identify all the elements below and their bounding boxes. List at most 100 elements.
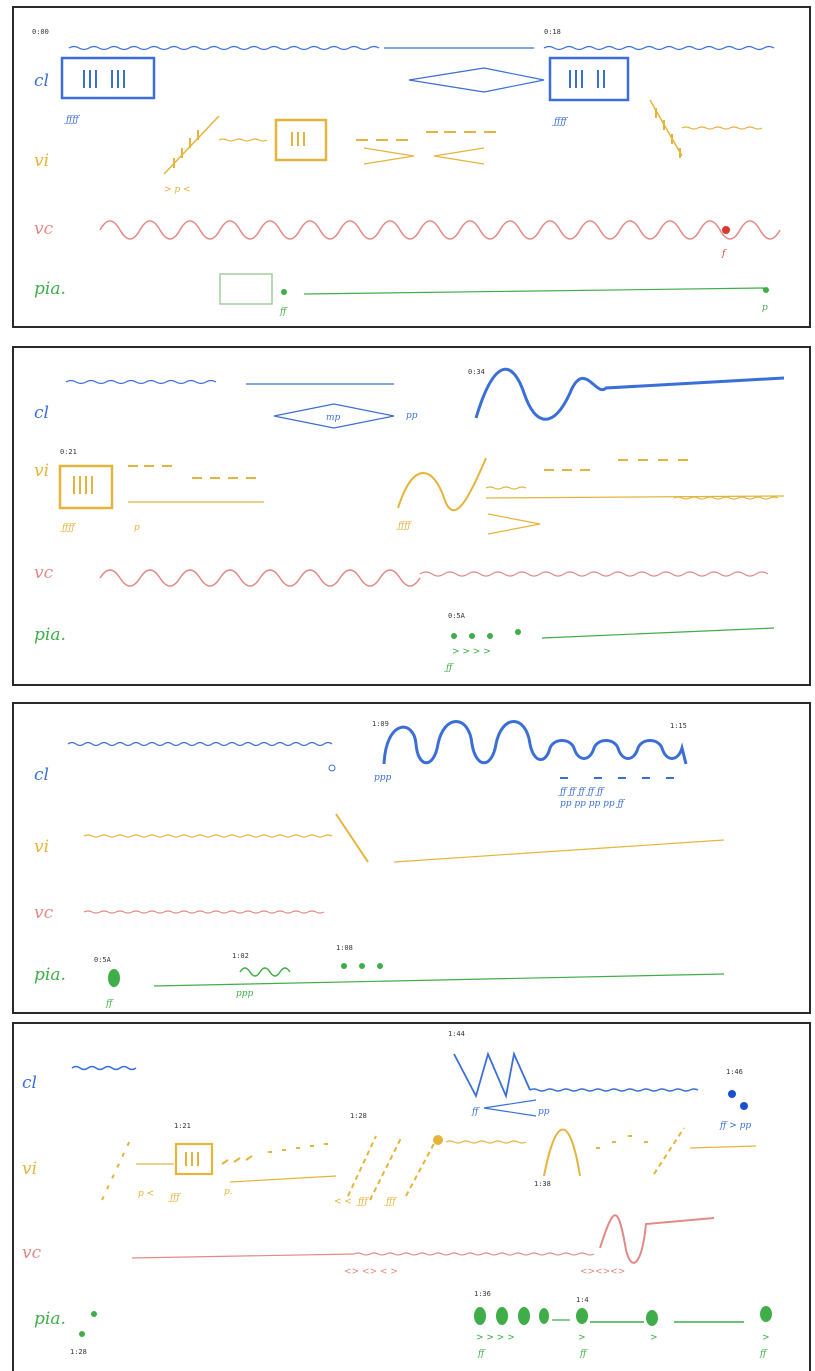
panel-2-drawing: cl vi vc pia. 0:34 0:21 0:5A mp pp ƒƒƒƒ … bbox=[34, 367, 785, 673]
vi-gliss bbox=[653, 1127, 685, 1175]
vc-note bbox=[722, 226, 730, 234]
vi-dynamic: < < bbox=[334, 1197, 352, 1207]
vi-gliss bbox=[347, 1135, 403, 1201]
vi-dashes bbox=[356, 131, 496, 141]
vi-dynamic: ƒƒƒƒ bbox=[60, 523, 76, 533]
cl-big-wave bbox=[382, 720, 688, 765]
vi-gliss bbox=[649, 99, 683, 157]
pia-accents: > > > > bbox=[452, 647, 491, 657]
vi-line bbox=[393, 839, 725, 863]
vi-dashes bbox=[221, 1143, 328, 1165]
vi-trill bbox=[681, 126, 763, 130]
vi-trill bbox=[83, 834, 333, 838]
score-panel-2: cl vi vc pia. 0:34 0:21 0:5A mp pp ƒƒƒƒ … bbox=[12, 346, 811, 686]
vi-cluster-marks bbox=[185, 1152, 199, 1166]
pia-wave bbox=[239, 967, 291, 977]
vi-gliss bbox=[101, 1135, 133, 1201]
pia-accents: > bbox=[578, 1333, 586, 1343]
cl-note bbox=[740, 1102, 748, 1110]
cl-big-wave bbox=[474, 367, 785, 421]
cl-trill-line bbox=[65, 379, 217, 385]
timestamp: 1:08 bbox=[336, 944, 353, 952]
score-panel-4: cl vi vc pia. 1:44 1:21 1:28 1:38 1:46 1… bbox=[12, 1022, 811, 1371]
cl-cluster-box bbox=[60, 56, 156, 100]
vi-cluster-box bbox=[58, 464, 114, 510]
cl-dynamic: ppp bbox=[374, 773, 392, 783]
cl-hairpin bbox=[273, 403, 395, 429]
pia-dynamic: ff bbox=[279, 307, 288, 317]
timestamp: 0:5A bbox=[448, 612, 466, 620]
vi-dynamic: p bbox=[134, 523, 140, 533]
timestamp: 1:36 bbox=[474, 1290, 491, 1298]
pia-cluster-note bbox=[576, 1308, 588, 1324]
cl-hairpin bbox=[408, 67, 545, 93]
label-vi: vi bbox=[34, 837, 49, 857]
vi-arc bbox=[543, 1128, 581, 1177]
pia-cluster-note bbox=[539, 1308, 549, 1324]
pia-accents: > > > > bbox=[476, 1333, 515, 1343]
pia-dynamic: ff bbox=[477, 1349, 486, 1359]
cl-hairpin bbox=[483, 1099, 537, 1117]
vi-dynamic: p. bbox=[224, 1187, 233, 1197]
vi-gliss bbox=[163, 115, 220, 175]
pia-note bbox=[763, 287, 769, 293]
label-vc: vc bbox=[34, 563, 54, 583]
pia-cluster-box bbox=[219, 273, 273, 305]
cl-cluster-marks bbox=[569, 70, 605, 88]
pia-cluster-note bbox=[646, 1310, 658, 1326]
vi-dynamic: ƒƒƒ bbox=[168, 1193, 181, 1203]
panel-4-drawing: cl vi vc pia. 1:44 1:21 1:28 1:38 1:46 1… bbox=[22, 1030, 772, 1359]
cl-dynamic: mp bbox=[326, 413, 341, 423]
pia-note bbox=[515, 629, 521, 635]
vi-trill bbox=[485, 486, 527, 490]
vi-gliss bbox=[405, 1135, 439, 1197]
panel-1-drawing: cl vi vc pia. 0:00 0:18 ƒƒƒƒ ƒƒƒƒ > p < bbox=[32, 28, 781, 317]
vi-dynamic: ƒƒƒ bbox=[356, 1197, 369, 1207]
vi-marks bbox=[655, 108, 681, 158]
label-vc: vc bbox=[34, 219, 54, 239]
vc-wave bbox=[99, 220, 781, 240]
cl-note bbox=[728, 1090, 736, 1098]
timestamp: 0:00 bbox=[32, 28, 49, 36]
pia-line bbox=[541, 627, 775, 639]
pia-dynamic: ppp bbox=[236, 989, 254, 999]
vc-hairpins: <> <> < > bbox=[344, 1267, 398, 1277]
vi-dashes bbox=[596, 1135, 648, 1149]
cl-dynamic: pp bbox=[538, 1107, 550, 1117]
vc-gliss-curve bbox=[599, 1214, 715, 1264]
vi-trill bbox=[445, 1140, 527, 1144]
vi-note bbox=[433, 1135, 443, 1145]
vi-line bbox=[229, 1175, 337, 1183]
cl-cluster-box bbox=[548, 56, 630, 102]
label-pia: pia. bbox=[34, 625, 66, 645]
vi-hairpins bbox=[363, 147, 485, 165]
timestamp: 1:15 bbox=[670, 722, 687, 730]
vi-dynamic: ƒƒƒ bbox=[384, 1197, 397, 1207]
timestamp: 1:28 bbox=[350, 1112, 367, 1120]
vc-trill bbox=[83, 910, 325, 914]
cl-tremolo bbox=[453, 1051, 531, 1100]
pia-cluster-note bbox=[760, 1306, 772, 1322]
vi-dashes bbox=[544, 459, 688, 471]
pia-note bbox=[487, 633, 493, 639]
vi-dynamic: p < bbox=[138, 1189, 154, 1199]
pia-accents: > bbox=[650, 1333, 658, 1343]
pia-note bbox=[359, 963, 365, 969]
vi-hairpin bbox=[487, 513, 541, 535]
score-panel-1: cl vi vc pia. 0:00 0:18 ƒƒƒƒ ƒƒƒƒ > p < bbox=[12, 6, 811, 328]
cl-end-note bbox=[328, 764, 336, 772]
timestamp: 0:34 bbox=[468, 368, 485, 376]
timestamp: 1:46 bbox=[726, 1068, 743, 1076]
vi-line bbox=[689, 1145, 757, 1149]
pia-note bbox=[451, 633, 457, 639]
timestamp: 1:09 bbox=[372, 720, 389, 728]
cl-dynamic: ff bbox=[471, 1107, 480, 1117]
label-pia: pia. bbox=[34, 279, 66, 299]
vi-gliss-curve bbox=[397, 457, 487, 512]
pia-note bbox=[91, 1311, 97, 1317]
timestamp: 1:38 bbox=[534, 1180, 551, 1188]
pia-accents: > bbox=[762, 1333, 770, 1343]
label-vc: vc bbox=[34, 903, 54, 923]
vi-cluster-marks bbox=[73, 476, 93, 494]
timestamp: 1:44 bbox=[448, 1030, 465, 1038]
